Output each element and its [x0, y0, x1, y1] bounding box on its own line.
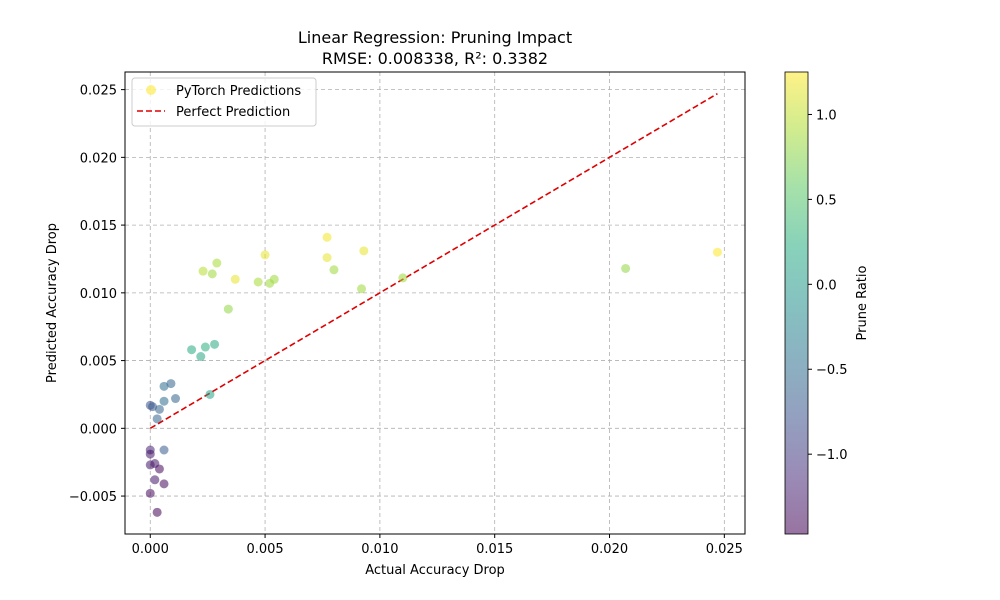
y-tick-label: 0.025 [80, 84, 117, 99]
data-point [359, 246, 369, 256]
colorbar-tick-label: 0.5 [816, 193, 837, 208]
data-point [152, 507, 162, 517]
data-point [145, 488, 155, 498]
points-layer [145, 232, 722, 517]
data-point [322, 232, 332, 242]
colorbar-tick-label: 1.0 [816, 108, 837, 123]
data-point [159, 381, 169, 391]
data-point [398, 273, 408, 283]
legend: PyTorch Predictions Perfect Prediction [131, 77, 317, 127]
legend-line-label: Perfect Prediction [176, 105, 290, 120]
data-point [621, 263, 631, 273]
y-tick-label: 0.015 [80, 219, 117, 234]
colorbar-label: Prune Ratio [855, 265, 870, 340]
data-point [230, 274, 240, 284]
data-point [159, 479, 169, 489]
data-point [148, 402, 158, 412]
data-point [152, 414, 162, 424]
x-axis-ticks: 0.000 0.005 0.010 0.015 0.020 0.025 [132, 534, 743, 557]
data-point [171, 394, 181, 404]
perfect-prediction-line-layer [149, 92, 718, 430]
data-point [712, 247, 722, 257]
data-point [166, 379, 176, 389]
data-point [205, 389, 215, 399]
x-tick-label: 0.005 [246, 542, 283, 557]
colorbar-ticks: −1.0 −0.5 0.0 0.5 1.0 [808, 108, 848, 463]
colorbar-tick-label: 0.0 [816, 278, 837, 293]
x-tick-label: 0.020 [591, 542, 628, 557]
data-point [159, 396, 169, 406]
data-point [265, 278, 275, 288]
y-tick-label: 0.020 [80, 151, 117, 166]
colorbar [784, 71, 809, 535]
data-point [154, 464, 164, 474]
y-axis-ticks: −0.005 0.000 0.005 0.010 0.015 0.020 0.025 [69, 84, 125, 505]
data-point [198, 266, 208, 276]
x-tick-label: 0.015 [476, 542, 513, 557]
legend-scatter-label: PyTorch Predictions [176, 84, 301, 99]
data-point [329, 265, 339, 275]
data-point [322, 253, 332, 263]
y-axis-label: Predicted Accuracy Drop [45, 223, 60, 383]
legend-scatter-marker [146, 85, 156, 95]
x-tick-label: 0.000 [132, 542, 169, 557]
y-tick-label: −0.005 [69, 490, 117, 505]
colorbar-tick-label: −0.5 [816, 363, 848, 378]
data-point [196, 352, 206, 362]
plot-frame [124, 71, 746, 535]
legend-box [131, 77, 317, 127]
data-point [210, 339, 220, 349]
data-point [159, 445, 169, 455]
data-point [207, 269, 217, 279]
x-tick-label: 0.010 [361, 542, 398, 557]
grid [125, 72, 745, 534]
y-tick-label: 0.005 [80, 355, 117, 370]
x-tick-label: 0.025 [706, 542, 743, 557]
chart-subtitle: RMSE: 0.008338, R²: 0.3382 [322, 49, 548, 68]
data-point [357, 284, 367, 294]
chart-title: Linear Regression: Pruning Impact [298, 28, 572, 47]
y-tick-label: 0.000 [80, 422, 117, 437]
perfect-prediction-line [149, 92, 718, 430]
data-point [223, 304, 233, 314]
data-point [154, 404, 164, 414]
y-tick-label: 0.010 [80, 287, 117, 302]
data-point [150, 475, 160, 485]
data-point [253, 277, 263, 287]
colorbar-tick-label: −1.0 [816, 448, 848, 463]
x-axis-label: Actual Accuracy Drop [365, 563, 505, 578]
data-point [145, 449, 155, 459]
data-point [187, 345, 197, 355]
data-point [260, 250, 270, 260]
data-point [200, 342, 210, 352]
data-point [212, 258, 222, 268]
